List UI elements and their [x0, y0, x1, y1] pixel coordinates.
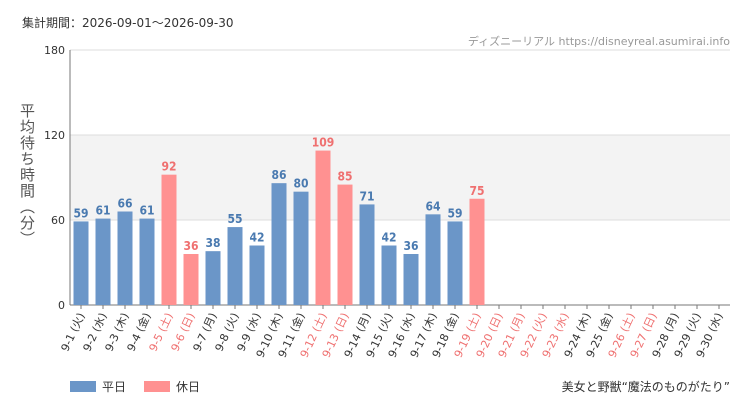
bar-9-19 (土): [469, 198, 485, 305]
bar-9-12 (土): [315, 150, 331, 305]
bar-9-13 (日): [337, 184, 353, 305]
value-label-9-10 (木): 86: [271, 168, 286, 182]
value-label-9-6 (日): 36: [183, 239, 198, 253]
bar-9-9 (水): [249, 245, 265, 305]
y-tick-label-120: 120: [44, 129, 65, 142]
bar-9-3 (木): [117, 211, 133, 305]
legend-holiday: 休日: [144, 378, 200, 395]
bar-9-2 (水): [95, 218, 111, 305]
value-label-9-16 (水): 36: [403, 239, 418, 253]
value-label-9-1 (火): 59: [73, 206, 88, 220]
value-label-9-15 (火): 42: [381, 231, 396, 245]
y-axis-label: 平均待ち時間（分）: [18, 103, 36, 247]
bar-9-8 (火): [227, 227, 243, 305]
legend-weekday-label: 平日: [102, 380, 127, 394]
bar-9-5 (土): [161, 174, 177, 305]
bar-9-14 (月): [359, 204, 375, 305]
y-tick-label-60: 60: [51, 214, 65, 227]
value-label-9-4 (金): 61: [139, 204, 154, 218]
holiday-swatch: [144, 381, 171, 392]
value-label-9-5 (土): 92: [161, 160, 176, 174]
value-label-9-13 (日): 85: [337, 170, 352, 184]
legend-weekday: 平日: [70, 378, 126, 395]
legend-holiday-label: 休日: [176, 380, 201, 394]
value-label-9-12 (土): 109: [312, 136, 335, 150]
bar-9-4 (金): [139, 218, 155, 305]
bar-9-11 (金): [293, 191, 309, 305]
value-label-9-9 (水): 42: [249, 231, 264, 245]
y-tick-label-0: 0: [58, 299, 65, 312]
y-tick-label-180: 180: [44, 44, 65, 57]
value-label-9-14 (月): 71: [359, 189, 374, 203]
attraction-name: 美女と野獣“魔法のものがたり”: [561, 380, 730, 394]
bar-9-18 (金): [447, 221, 463, 305]
bar-9-16 (水): [403, 254, 419, 305]
bar-9-10 (木): [271, 183, 287, 305]
value-label-9-2 (水): 61: [95, 204, 110, 218]
period-label: 集計期間：2026-09-01～2026-09-30: [22, 16, 234, 30]
bar-9-7 (月): [205, 251, 221, 305]
bar-9-15 (火): [381, 245, 397, 305]
bar-9-17 (木): [425, 214, 441, 305]
legend: 平日 休日: [70, 378, 200, 395]
value-label-9-19 (土): 75: [469, 184, 484, 198]
bar-9-1 (火): [73, 221, 89, 305]
value-label-9-8 (火): 55: [227, 212, 242, 226]
value-label-9-17 (木): 64: [425, 199, 441, 213]
value-label-9-7 (月): 38: [205, 236, 220, 250]
weekday-swatch: [70, 381, 96, 392]
grid-band-0: [70, 135, 730, 220]
bar-9-6 (日): [183, 254, 199, 305]
site-credit: ディズニーリアル https://disneyreal.asumirai.inf…: [467, 35, 730, 48]
value-label-9-11 (金): 80: [293, 177, 308, 191]
value-label-9-3 (木): 66: [117, 197, 132, 211]
value-label-9-18 (金): 59: [447, 206, 462, 220]
